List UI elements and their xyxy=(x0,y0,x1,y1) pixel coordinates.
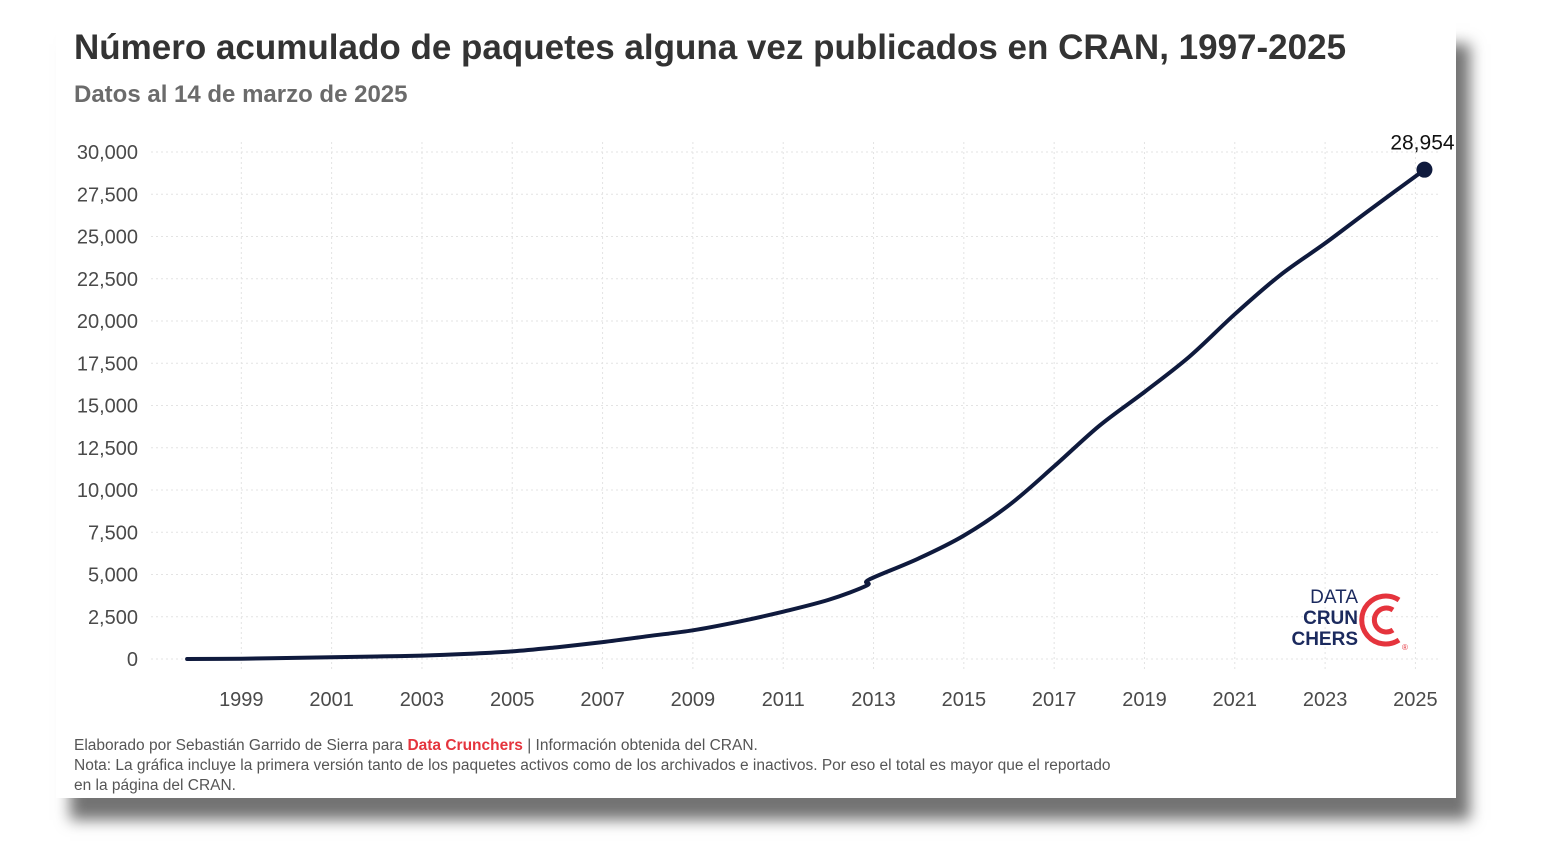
logo-line-1: DATA xyxy=(1310,587,1358,608)
chart-title: Número acumulado de paquetes alguna vez … xyxy=(74,28,1347,67)
y-tick-label: 2,500 xyxy=(88,607,138,629)
y-tick-label: 30,000 xyxy=(77,142,138,164)
x-tick-label: 2015 xyxy=(942,689,987,711)
logo-text: DATA CRUN CHERS xyxy=(1282,587,1358,650)
end-point-marker xyxy=(1416,161,1433,178)
credit-prefix: Elaborado por Sebastián Garrido de Sierr… xyxy=(74,737,404,754)
y-tick-label: 27,500 xyxy=(77,184,138,206)
y-axis: 0 2,500 5,000 7,500 10,000 12,500 15,000 17,500… xyxy=(77,142,138,671)
y-tick-label: 12,500 xyxy=(77,438,138,460)
y-tick-label: 5,000 xyxy=(88,565,138,587)
x-tick-label: 2001 xyxy=(309,689,354,711)
y-tick-label: 17,500 xyxy=(77,353,138,375)
end-point-layer: 28,954 xyxy=(1390,132,1455,178)
x-tick-label: 2013 xyxy=(851,689,896,711)
end-point-label: 28,954 xyxy=(1390,132,1455,155)
x-tick-label: 2007 xyxy=(580,689,625,711)
x-tick-label: 2003 xyxy=(400,689,445,711)
x-tick-label: 2017 xyxy=(1032,689,1077,711)
logo-registered: ® xyxy=(1402,643,1408,652)
chart-subtitle: Datos al 14 de marzo de 2025 xyxy=(74,81,408,108)
logo-line-3: CHERS xyxy=(1291,629,1358,650)
x-tick-label: 2005 xyxy=(490,689,535,711)
footer-credit: Elaborado por Sebastián Garrido de Sierr… xyxy=(74,736,1446,756)
footer-note-2: en la página del CRAN. xyxy=(74,777,236,794)
y-tick-label: 25,000 xyxy=(77,227,138,249)
x-tick-label: 2023 xyxy=(1303,689,1348,711)
footer: Elaborado por Sebastián Garrido de Sierr… xyxy=(74,736,1446,796)
footer-note-1: Nota: La gráfica incluye la primera vers… xyxy=(74,757,1111,774)
chart-card: Número acumulado de paquetes alguna vez … xyxy=(56,22,1456,798)
logo-line-2: CRUN xyxy=(1303,608,1358,629)
logo-c-icon: ® xyxy=(1359,593,1408,652)
x-tick-label: 2019 xyxy=(1122,689,1167,711)
x-tick-label: 1999 xyxy=(219,689,264,711)
x-tick-label: 2011 xyxy=(762,689,805,711)
y-tick-label: 7,500 xyxy=(88,522,138,544)
x-tick-label: 2025 xyxy=(1393,689,1438,711)
y-tick-label: 22,500 xyxy=(77,269,138,291)
credit-suffix: | Información obtenida del CRAN. xyxy=(527,737,758,754)
series-layer xyxy=(185,167,1427,661)
y-tick-label: 15,000 xyxy=(77,396,138,418)
line-chart: 0 2,500 5,000 7,500 10,000 12,500 15,000 17,500… xyxy=(77,132,1455,711)
data-crunchers-logo: DATA CRUN CHERS ® xyxy=(1282,587,1412,655)
x-tick-label: 2021 xyxy=(1213,689,1258,711)
y-tick-label: 0 xyxy=(127,649,138,671)
y-tick-label: 10,000 xyxy=(77,480,138,502)
x-axis: 1999 2001 2003 2005 2007 2009 2011 2013 2015 2017… xyxy=(219,689,1438,711)
y-tick-label: 20,000 xyxy=(77,311,138,333)
series-line xyxy=(185,167,1427,661)
x-tick-label: 2009 xyxy=(671,689,716,711)
credit-brand: Data Crunchers xyxy=(407,737,523,754)
grid xyxy=(151,142,1438,669)
